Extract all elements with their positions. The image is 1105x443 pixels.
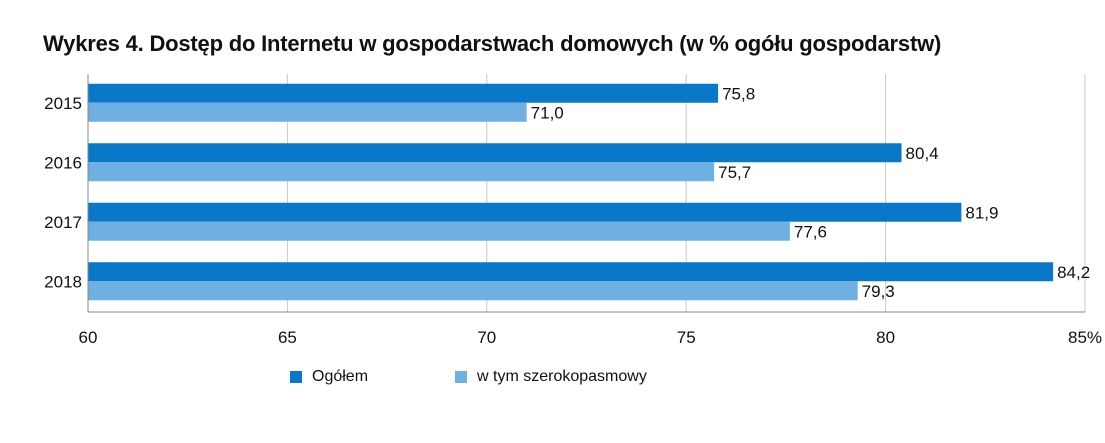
bar-2018-series-0: [88, 262, 1054, 282]
data-label-2018-series-1: 79,3: [862, 282, 895, 301]
legend: Ogółem w tym szerokopasmowy: [0, 368, 1105, 392]
legend-item-ogolem: Ogółem: [290, 368, 368, 386]
bar-2016-series-0: [88, 143, 902, 163]
bar-2017-series-0: [88, 202, 962, 222]
data-label-2016-series-1: 75,7: [718, 163, 751, 182]
y-tick-label-2018: 2018: [44, 272, 82, 291]
x-tick-label-65: 65: [278, 328, 297, 347]
bar-2015-series-0: [88, 83, 719, 103]
legend-item-szerokopasmowy: w tym szerokopasmowy: [455, 368, 647, 386]
bar-2018-series-1: [88, 281, 858, 301]
x-tick-label-70: 70: [477, 328, 496, 347]
bar-2017-series-1: [88, 221, 790, 241]
legend-label-szerokopasmowy: w tym szerokopasmowy: [477, 368, 647, 385]
data-label-2016-series-0: 80,4: [906, 144, 939, 163]
x-tick-label-75: 75: [677, 328, 696, 347]
data-label-2017-series-1: 77,6: [794, 222, 827, 241]
data-label-2017-series-0: 81,9: [965, 203, 998, 222]
y-tick-label-2015: 2015: [44, 94, 82, 113]
data-label-2015-series-1: 71,0: [531, 103, 564, 122]
bars: [88, 83, 1054, 301]
data-labels: 75,8 71,0 80,4 75,7 81,9 77,6 84,2 79,3: [531, 84, 1091, 301]
legend-label-ogolem: Ogółem: [312, 368, 369, 385]
chart-title: Wykres 4. Dostęp do Internetu w gospodar…: [43, 31, 942, 56]
legend-swatch-szerokopasmowy: [455, 371, 467, 383]
data-label-2015-series-0: 75,8: [722, 84, 755, 103]
x-tick-label-80: 80: [876, 328, 895, 347]
y-tick-label-2016: 2016: [44, 153, 82, 172]
axes: 60 65 70 75 80 85% 2015 2016 2017 2018: [44, 74, 1102, 347]
y-tick-label-2017: 2017: [44, 213, 82, 232]
bar-2016-series-1: [88, 162, 715, 182]
data-label-2018-series-0: 84,2: [1057, 263, 1090, 282]
legend-swatch-ogolem: [290, 371, 302, 383]
x-tick-label-85: 85%: [1068, 328, 1102, 347]
x-tick-label-60: 60: [79, 328, 98, 347]
bar-2015-series-1: [88, 102, 527, 122]
